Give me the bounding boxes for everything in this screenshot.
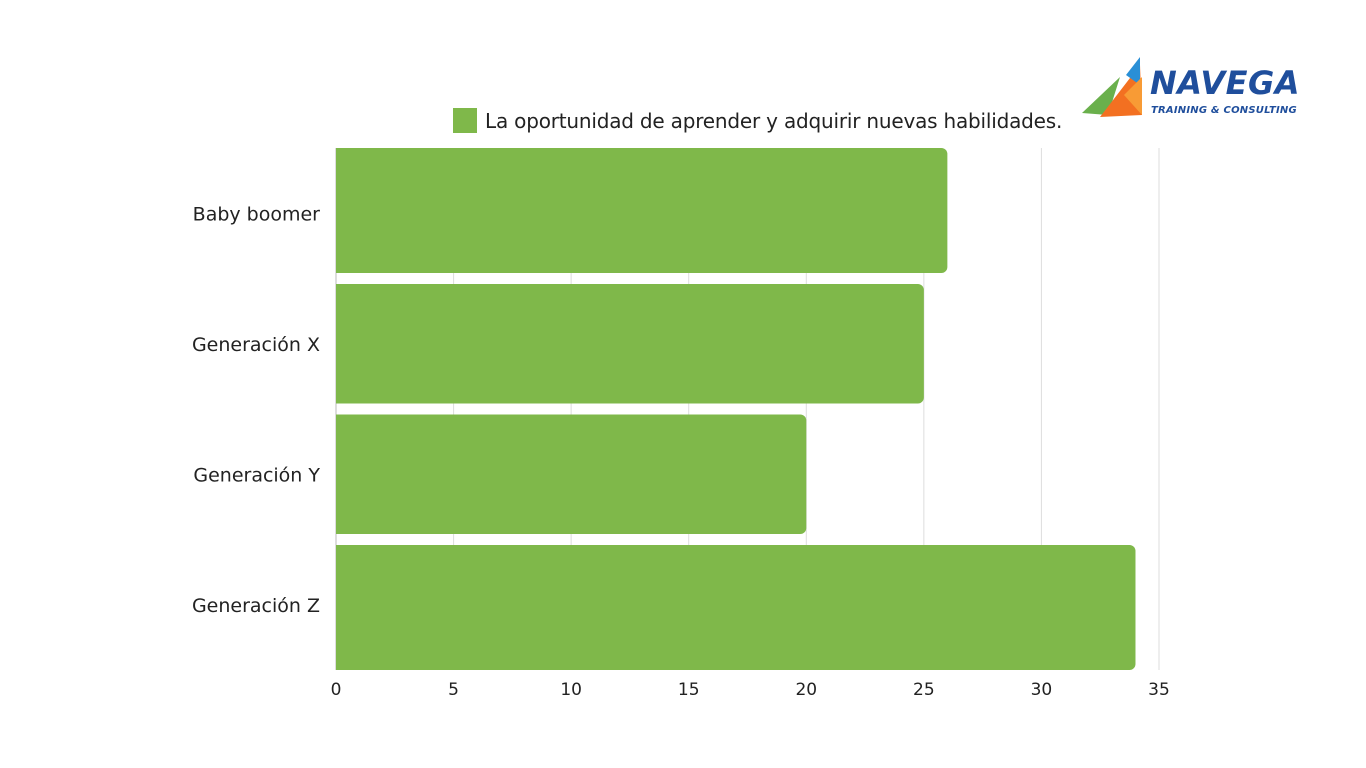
x-tick-label: 30	[1031, 680, 1053, 700]
x-tick-label: 10	[560, 680, 582, 700]
bar	[336, 148, 948, 273]
x-tick-labels: 0 5 10 15 20 25 30 35	[331, 680, 1170, 700]
category-label: Generación X	[192, 334, 320, 356]
logo-tagline: TRAINING & CONSULTING	[1151, 105, 1297, 116]
x-tick-label: 20	[795, 680, 817, 700]
legend: La oportunidad de aprender y adquirir nu…	[453, 108, 1062, 133]
navega-logo: NAVEGA TRAINING & CONSULTING	[1080, 55, 1310, 125]
logo-wordmark: NAVEGA	[1150, 64, 1301, 102]
sail-logo-icon	[1082, 57, 1142, 117]
bar-edge	[336, 148, 346, 273]
bar	[336, 545, 1136, 670]
x-tick-label: 35	[1148, 680, 1170, 700]
category-label: Generación Y	[193, 464, 320, 486]
bar-edge	[336, 414, 346, 534]
bar-edge	[336, 545, 346, 670]
legend-swatch	[453, 108, 477, 133]
bars	[336, 148, 1136, 670]
bar	[336, 284, 924, 404]
x-tick-label: 25	[913, 680, 935, 700]
x-tick-label: 0	[331, 680, 342, 700]
category-label: Generación Z	[192, 595, 320, 617]
x-tick-label: 15	[678, 680, 700, 700]
bar-edge	[336, 284, 346, 404]
category-label: Baby boomer	[193, 203, 321, 225]
category-labels: Baby boomer Generación X Generación Y Gener…	[192, 203, 320, 617]
legend-label: La oportunidad de aprender y adquirir nu…	[485, 108, 1063, 133]
x-tick-label: 5	[448, 680, 459, 700]
bar	[336, 414, 807, 534]
